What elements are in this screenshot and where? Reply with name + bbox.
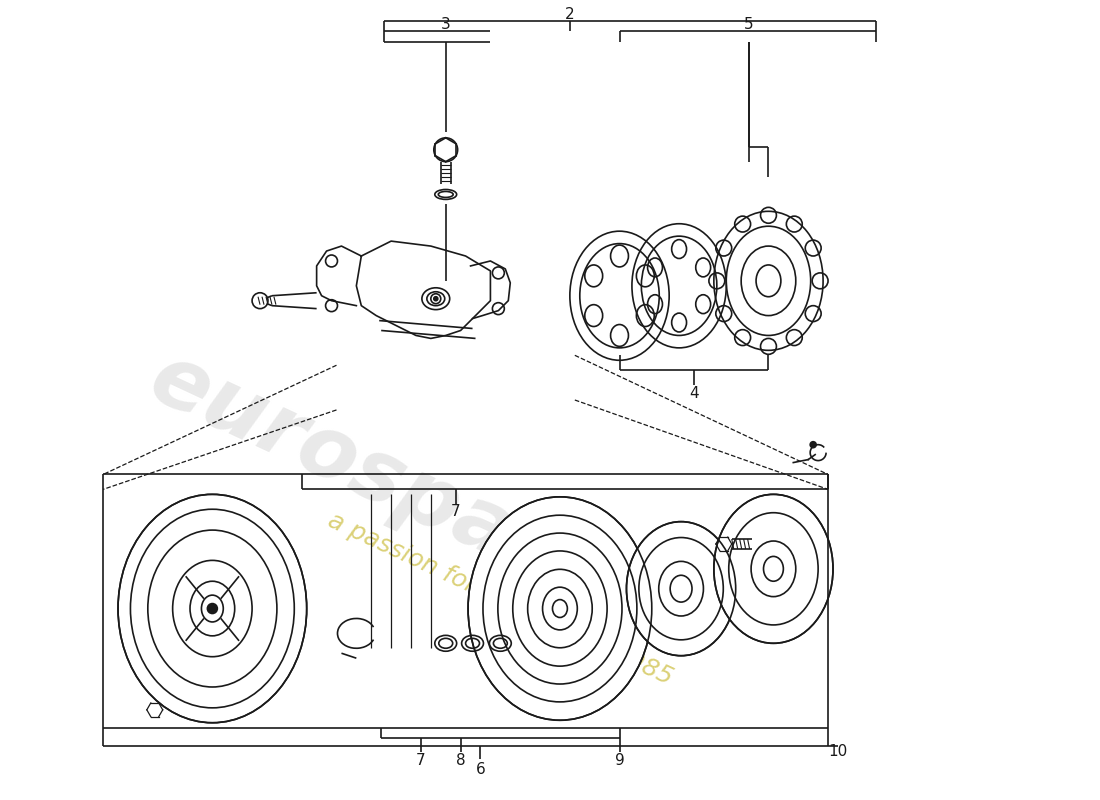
Ellipse shape [469, 497, 652, 720]
Text: 5: 5 [744, 17, 754, 32]
Circle shape [208, 603, 218, 614]
Circle shape [431, 294, 441, 304]
Circle shape [433, 297, 438, 301]
Text: 4: 4 [690, 386, 698, 401]
Ellipse shape [627, 522, 736, 656]
Text: 7: 7 [416, 753, 426, 768]
Text: 2: 2 [565, 7, 574, 22]
Text: a passion for parts since 1985: a passion for parts since 1985 [324, 508, 676, 690]
Text: 10: 10 [828, 744, 848, 759]
Ellipse shape [118, 494, 307, 722]
Ellipse shape [714, 494, 833, 643]
Text: 9: 9 [615, 753, 625, 768]
Text: 7: 7 [451, 504, 461, 518]
Text: 3: 3 [441, 17, 451, 32]
Text: 6: 6 [475, 762, 485, 777]
Text: eurospares: eurospares [136, 337, 666, 642]
Circle shape [811, 442, 816, 448]
Text: 8: 8 [455, 753, 465, 768]
